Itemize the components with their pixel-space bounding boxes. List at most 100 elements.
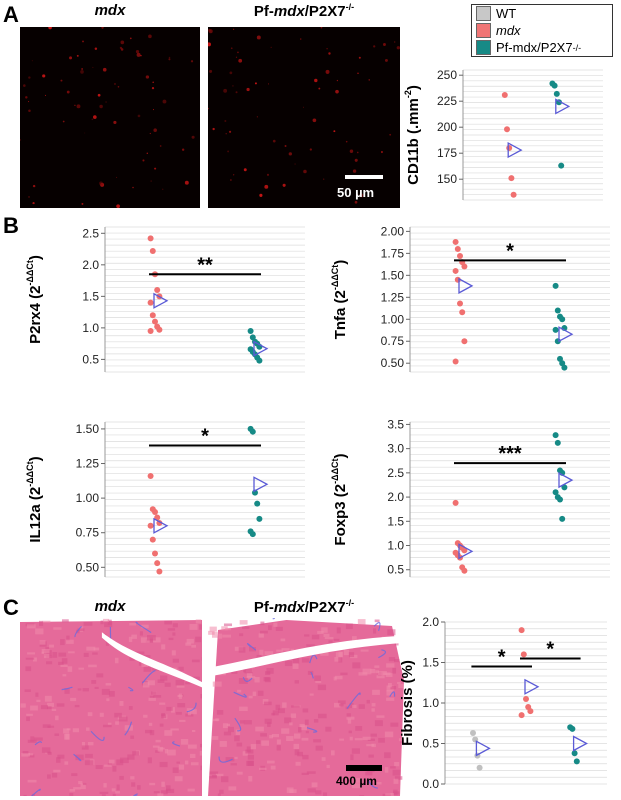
tissue-fiber xyxy=(69,793,74,796)
tissue-fiber xyxy=(23,794,27,796)
data-point-mdx xyxy=(454,245,461,252)
micrograph-signal-spot xyxy=(208,29,213,34)
tissue-fiber xyxy=(271,712,275,716)
tissue-fiber xyxy=(226,723,231,726)
tissue-fiber xyxy=(190,709,197,715)
tissue-fiber xyxy=(118,716,128,722)
significance-stars: * xyxy=(546,638,554,660)
tissue-fiber xyxy=(386,697,395,701)
tissue-fiber xyxy=(320,651,329,656)
tissue-fiber xyxy=(353,777,362,783)
tissue-fiber xyxy=(304,719,309,725)
y-tick-label: 1.5 xyxy=(422,656,439,670)
data-point-mdx xyxy=(506,145,513,151)
micrograph-signal-spot xyxy=(145,75,150,79)
tissue-fiber xyxy=(273,622,278,627)
tissue-fiber xyxy=(135,651,145,655)
tissue-fiber xyxy=(352,662,361,669)
micrograph-signal-spot xyxy=(320,27,323,29)
tissue-fiber xyxy=(148,697,156,701)
tissue-fiber xyxy=(398,738,404,742)
tissue-tear xyxy=(208,635,404,677)
tissue-fiber xyxy=(141,654,151,659)
tissue-fiber xyxy=(85,753,93,758)
data-point-pf xyxy=(554,439,561,446)
tissue-fiber xyxy=(383,672,391,675)
tissue-fiber xyxy=(88,664,97,668)
collagen-strand xyxy=(61,686,73,691)
micrograph-signal-spot xyxy=(168,56,171,59)
tissue-fiber xyxy=(317,684,327,691)
tissue-fiber xyxy=(83,652,89,657)
tissue-fiber xyxy=(26,624,36,629)
micrograph-signal-spot xyxy=(66,90,70,94)
tissue-fiber xyxy=(249,647,256,652)
micrograph-signal-spot xyxy=(92,66,94,68)
micrograph-signal-spot xyxy=(60,79,63,82)
tissue-fiber xyxy=(355,726,363,731)
micrograph-signal-spot xyxy=(99,181,103,186)
data-point-mdx xyxy=(152,508,158,515)
scale-bar-50um xyxy=(345,175,383,179)
tissue-fiber xyxy=(295,761,301,766)
data-point-wt xyxy=(476,764,483,771)
tissue-fiber xyxy=(82,782,87,786)
data-point-pf xyxy=(254,500,261,507)
tissue-fiber xyxy=(211,631,218,638)
data-point-mdx xyxy=(457,300,463,307)
tissue-fiber xyxy=(347,718,352,724)
tissue-fiber xyxy=(190,762,199,766)
tissue-fiber xyxy=(300,725,308,731)
tissue-fiber xyxy=(56,703,65,707)
micrograph-signal-spot xyxy=(94,47,98,51)
micrograph-signal-spot xyxy=(318,87,321,90)
tissue-fiber xyxy=(362,668,372,675)
tissue-fiber xyxy=(339,738,345,741)
data-point-mdx xyxy=(149,247,156,254)
tissue-fiber xyxy=(292,663,299,669)
tissue-fiber xyxy=(164,682,171,687)
tissue-fiber xyxy=(82,688,89,692)
panel-a-title-mdx: mdx xyxy=(94,2,126,19)
tissue-fiber xyxy=(374,720,383,727)
tissue-fiber xyxy=(359,795,365,796)
micrograph-signal-spot xyxy=(48,27,52,30)
mean-marker-pf xyxy=(253,340,269,357)
tissue-fiber xyxy=(40,705,48,710)
micrograph-signal-spot xyxy=(81,202,84,205)
data-point-mdx xyxy=(147,328,154,335)
tissue-fiber xyxy=(116,784,120,791)
tissue-fiber xyxy=(238,678,248,684)
micrograph-signal-spot xyxy=(272,139,276,143)
tissue-fiber xyxy=(78,781,83,785)
y-tick-label: 1.00 xyxy=(381,312,405,326)
tissue-fiber xyxy=(166,706,173,711)
collagen-strand xyxy=(74,625,82,638)
tissue-fiber xyxy=(172,623,178,628)
micrograph-signal-spot xyxy=(268,83,270,85)
micrograph-signal-spot xyxy=(80,70,84,74)
micrograph-signal-spot xyxy=(208,42,211,47)
tissue-fiber xyxy=(115,721,119,725)
tissue-fiber xyxy=(255,726,264,732)
tissue-fiber xyxy=(55,715,59,721)
collagen-strand xyxy=(310,672,314,679)
tissue-fiber xyxy=(147,635,156,641)
micrograph-signal-spot xyxy=(151,87,155,90)
micrograph-signal-spot xyxy=(97,93,101,97)
micrograph-signal-spot xyxy=(270,46,272,49)
micrograph-signal-spot xyxy=(389,133,392,136)
tissue-fiber xyxy=(394,761,400,767)
tissue-fiber xyxy=(367,738,375,741)
tissue-fiber xyxy=(328,640,333,647)
y-tick-label: 1.5 xyxy=(387,514,404,528)
tissue-fiber xyxy=(87,712,93,717)
micrograph-signal-spot xyxy=(184,180,189,185)
mean-marker-mdx xyxy=(458,277,474,294)
tissue-fiber xyxy=(161,644,166,650)
collagen-strand xyxy=(124,721,133,736)
tissue-fiber xyxy=(189,624,198,630)
chart-tnfa: 0.50 0.75 1.00 1.25 1.50 1.75 2.00 Tnfa (2-ΔΔCt… xyxy=(330,224,610,373)
collagen-strand xyxy=(141,670,156,684)
tissue-fiber xyxy=(107,763,112,766)
